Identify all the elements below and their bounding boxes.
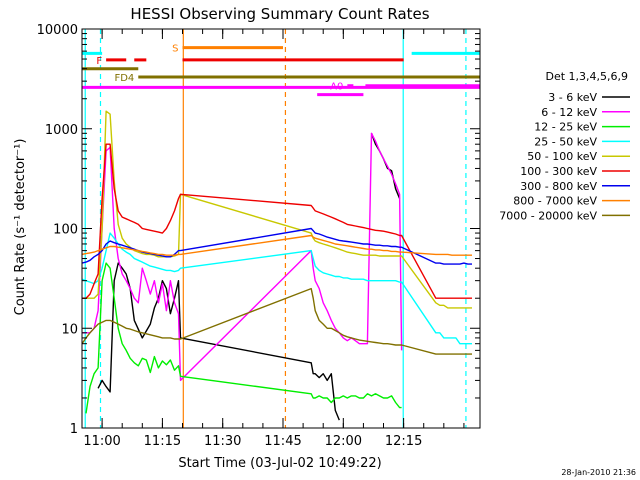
y-tick-label: 1000 bbox=[45, 123, 78, 138]
legend-entry-label-2: 12 - 25 keV bbox=[534, 121, 597, 134]
y-tick-label: 100 bbox=[53, 223, 78, 238]
x-tick-label: 11:15 bbox=[144, 434, 181, 449]
chart-title: HESSI Observing Summary Count Rates bbox=[130, 5, 429, 23]
x-tick-label: 11:30 bbox=[204, 434, 241, 449]
series-line-1 bbox=[82, 132, 403, 382]
series-line-8 bbox=[82, 287, 472, 355]
x-tick-label: 11:45 bbox=[264, 434, 301, 449]
series-line-2 bbox=[85, 262, 402, 414]
y-tick-label: 10 bbox=[61, 322, 78, 337]
x-axis-label: Start Time (03-Jul-02 10:49:22) bbox=[178, 456, 381, 471]
footer-date: 28-Jan-2010 21:36 bbox=[561, 468, 636, 477]
plot-area: NSFFD3FD4A0A111010010001000011:0011:1511… bbox=[37, 23, 481, 449]
y-tick-label: 10000 bbox=[37, 23, 78, 38]
data-layer: NSFFD3FD4A0A1 bbox=[82, 29, 480, 428]
legend-entry-label-4: 50 - 100 keV bbox=[527, 150, 597, 163]
legend-entry-label-0: 3 - 6 keV bbox=[548, 91, 597, 104]
series-line-7 bbox=[82, 234, 472, 256]
series-line-3 bbox=[82, 232, 472, 345]
flag-label-f: F bbox=[96, 56, 102, 67]
legend-entry-label-7: 800 - 7000 keV bbox=[513, 195, 597, 208]
flag-label-fd4: FD4 bbox=[114, 73, 134, 84]
y-tick-label: 1 bbox=[70, 422, 78, 437]
legend-entry-label-8: 7000 - 20000 keV bbox=[499, 209, 597, 222]
x-tick-label: 11:00 bbox=[83, 434, 120, 449]
series-line-5 bbox=[82, 143, 472, 299]
legend-entry-label-1: 6 - 12 keV bbox=[541, 106, 597, 119]
y-axis-label: Count Rate (s⁻¹ detector⁻¹) bbox=[13, 139, 28, 316]
legend-entry-label-3: 25 - 50 keV bbox=[534, 135, 597, 148]
legend-title: Det 1,3,4,5,6,9 bbox=[545, 70, 628, 83]
series-line-4 bbox=[82, 110, 472, 309]
x-tick-label: 12:15 bbox=[385, 434, 422, 449]
series-line-6 bbox=[82, 227, 472, 265]
legend-entry-label-6: 300 - 800 keV bbox=[520, 180, 597, 193]
flag-label-s: S bbox=[172, 44, 178, 55]
x-tick-label: 12:00 bbox=[325, 434, 362, 449]
legend-entry-label-5: 100 - 300 keV bbox=[520, 165, 597, 178]
